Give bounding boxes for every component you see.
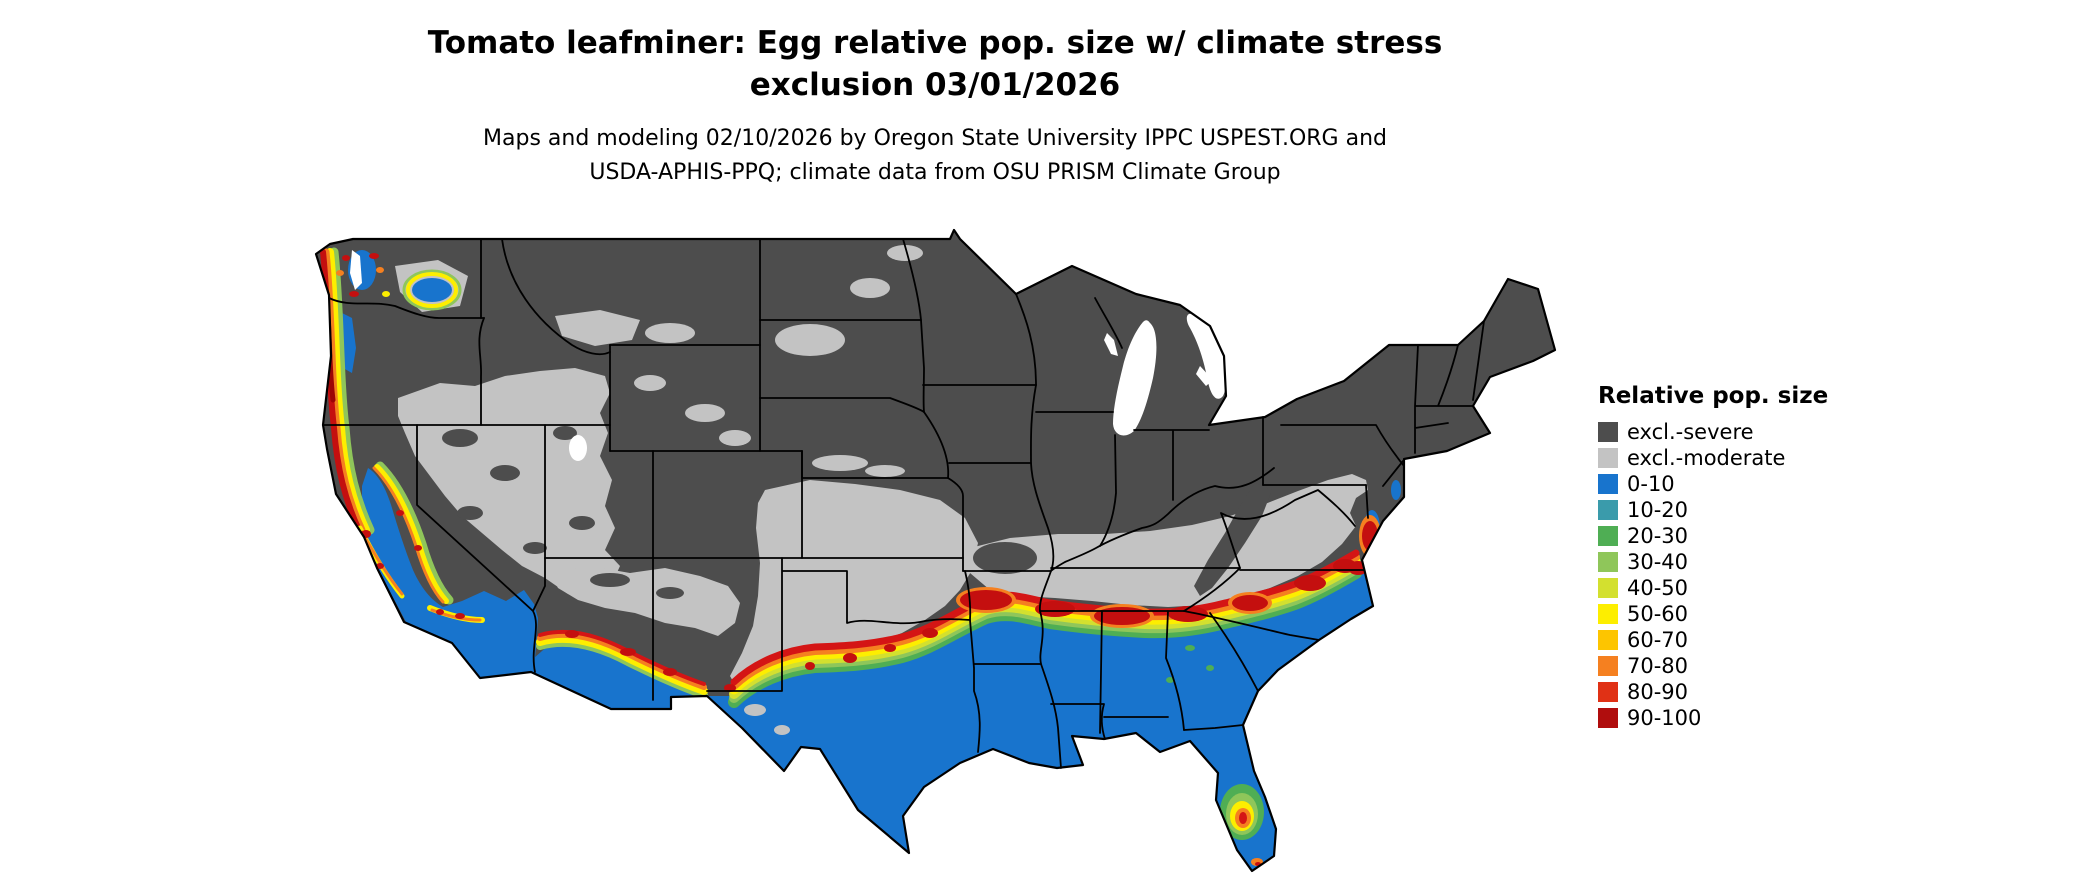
map-raster-layers: [316, 230, 1555, 871]
legend-item: 40-50: [1598, 575, 1898, 601]
legend-label: 60-70: [1627, 628, 1689, 652]
legend-swatch: [1598, 682, 1618, 702]
legend-label: 30-40: [1627, 550, 1689, 574]
legend-swatch: [1598, 604, 1618, 624]
legend-swatch: [1598, 448, 1618, 468]
legend-item: 50-60: [1598, 601, 1898, 627]
legend-label: 0-10: [1627, 472, 1675, 496]
us-choropleth-map: [314, 228, 1557, 873]
map-container: [310, 228, 1560, 890]
legend-swatch: [1598, 526, 1618, 546]
legend-swatch: [1598, 422, 1618, 442]
legend-label: 20-30: [1627, 524, 1689, 548]
state-borders: [322, 238, 1485, 769]
legend-swatch: [1598, 708, 1618, 728]
legend-label: 90-100: [1627, 706, 1702, 730]
legend-swatch: [1598, 474, 1618, 494]
legend-label: 70-80: [1627, 654, 1689, 678]
legend-swatch: [1598, 630, 1618, 650]
legend-item: 0-10: [1598, 471, 1898, 497]
legend-item: 20-30: [1598, 523, 1898, 549]
legend-swatch: [1598, 578, 1618, 598]
legend-label: excl.-moderate: [1627, 446, 1786, 470]
legend-title: Relative pop. size: [1598, 383, 1829, 409]
legend-item: 30-40: [1598, 549, 1898, 575]
legend-item: 70-80: [1598, 653, 1898, 679]
us-outline: [314, 228, 1557, 873]
legend-item: excl.-severe: [1598, 419, 1898, 445]
subtitle-line-1: Maps and modeling 02/10/2026 by Oregon S…: [483, 126, 1387, 151]
title-line-2: exclusion 03/01/2026: [749, 67, 1121, 103]
legend-item: 60-70: [1598, 627, 1898, 653]
legend-item: excl.-moderate: [1598, 445, 1898, 471]
legend-label: 80-90: [1627, 680, 1689, 704]
legend-item: 10-20: [1598, 497, 1898, 523]
legend-swatch: [1598, 552, 1618, 572]
legend: Relative pop. size excl.-severe excl.-mo…: [1598, 383, 1898, 731]
legend-item: 90-100: [1598, 705, 1898, 731]
subtitle-line-2: USDA-APHIS-PPQ; climate data from OSU PR…: [589, 160, 1281, 185]
page-subtitle: Maps and modeling 02/10/2026 by Oregon S…: [250, 122, 1620, 190]
legend-label: 50-60: [1627, 602, 1689, 626]
legend-label: 10-20: [1627, 498, 1689, 522]
page-title: Tomato leafminer: Egg relative pop. size…: [250, 22, 1620, 106]
legend-swatch: [1598, 500, 1618, 520]
title-line-1: Tomato leafminer: Egg relative pop. size…: [427, 25, 1443, 61]
legend-item: 80-90: [1598, 679, 1898, 705]
legend-label: 40-50: [1627, 576, 1689, 600]
legend-label: excl.-severe: [1627, 420, 1754, 444]
legend-swatch: [1598, 656, 1618, 676]
